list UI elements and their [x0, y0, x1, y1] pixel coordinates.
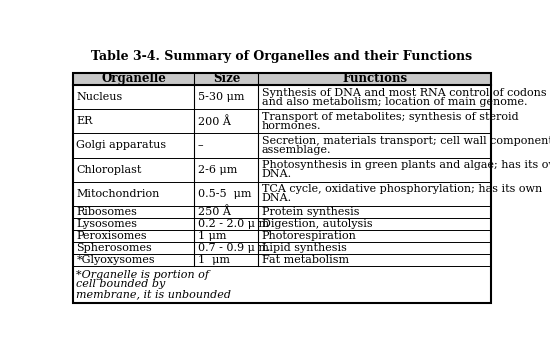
Text: Lipid synthesis: Lipid synthesis [262, 243, 346, 253]
Text: Protein synthesis: Protein synthesis [262, 207, 359, 217]
Text: 1 μm: 1 μm [198, 231, 227, 241]
Bar [73, 109, 491, 133]
Text: Digestion, autolysis: Digestion, autolysis [262, 219, 372, 229]
Text: Mitochondrion: Mitochondrion [76, 189, 160, 199]
Text: 1  μm: 1 μm [198, 255, 230, 265]
Text: and also metabolism; location of main genome.: and also metabolism; location of main ge… [262, 96, 527, 107]
Text: Size: Size [213, 72, 240, 85]
Text: 5-30 μm: 5-30 μm [198, 92, 244, 102]
Bar [73, 157, 491, 182]
Text: *Organelle is portion of: *Organelle is portion of [76, 270, 210, 280]
Bar [73, 73, 491, 85]
Bar [73, 206, 491, 218]
Text: cell bounded by: cell bounded by [76, 280, 166, 289]
Text: Photosynthesis in green plants and algae; has its own: Photosynthesis in green plants and algae… [262, 160, 550, 170]
Text: 2-6 μm: 2-6 μm [198, 165, 237, 175]
Text: Secretion, materials transport; cell wall components: Secretion, materials transport; cell wal… [262, 136, 550, 146]
Text: Chloroplast: Chloroplast [76, 165, 142, 175]
Text: TCA cycle, oxidative phosphorylation; has its own: TCA cycle, oxidative phosphorylation; ha… [262, 184, 542, 194]
Text: assemblage.: assemblage. [262, 145, 331, 155]
Text: DNA.: DNA. [262, 193, 292, 203]
Bar [73, 85, 491, 109]
Text: Lysosomes: Lysosomes [76, 219, 138, 229]
Bar [73, 254, 491, 267]
Text: Synthesis of DNA and most RNA control of codons: Synthesis of DNA and most RNA control of… [262, 87, 547, 97]
Text: 200 Å: 200 Å [198, 116, 231, 127]
Text: 250 Å: 250 Å [198, 206, 231, 217]
Text: ER: ER [76, 116, 93, 126]
Text: Organelle: Organelle [101, 72, 166, 85]
Bar [73, 182, 491, 206]
Text: *Glyoxysomes: *Glyoxysomes [76, 255, 155, 265]
Text: Ribosomes: Ribosomes [76, 207, 138, 217]
Text: membrane, it is unbounded: membrane, it is unbounded [76, 289, 232, 299]
Text: Nucleus: Nucleus [76, 92, 123, 102]
Text: Spherosomes: Spherosomes [76, 243, 152, 253]
Text: –: – [198, 140, 204, 151]
Text: Golgi apparatus: Golgi apparatus [76, 140, 167, 151]
Bar [73, 73, 491, 303]
Text: 0.2 - 2.0 μ m: 0.2 - 2.0 μ m [198, 219, 269, 229]
Bar [73, 242, 491, 254]
Text: 0.5-5  μm: 0.5-5 μm [198, 189, 251, 199]
Text: Photorespiration: Photorespiration [262, 231, 357, 241]
Bar [73, 133, 491, 157]
Text: Transport of metabolites; synthesis of steroid: Transport of metabolites; synthesis of s… [262, 112, 519, 122]
Text: Peroxisomes: Peroxisomes [76, 231, 147, 241]
Text: DNA.: DNA. [262, 169, 292, 179]
Text: Functions: Functions [342, 72, 407, 85]
Text: 0.7 - 0.9 μ m: 0.7 - 0.9 μ m [198, 243, 269, 253]
Text: hormones.: hormones. [262, 121, 321, 131]
Bar [73, 218, 491, 230]
Bar [73, 267, 491, 303]
Bar [73, 230, 491, 242]
Text: Fat metabolism: Fat metabolism [262, 255, 349, 265]
Text: Table 3-4. Summary of Organelles and their Functions: Table 3-4. Summary of Organelles and the… [91, 50, 472, 63]
